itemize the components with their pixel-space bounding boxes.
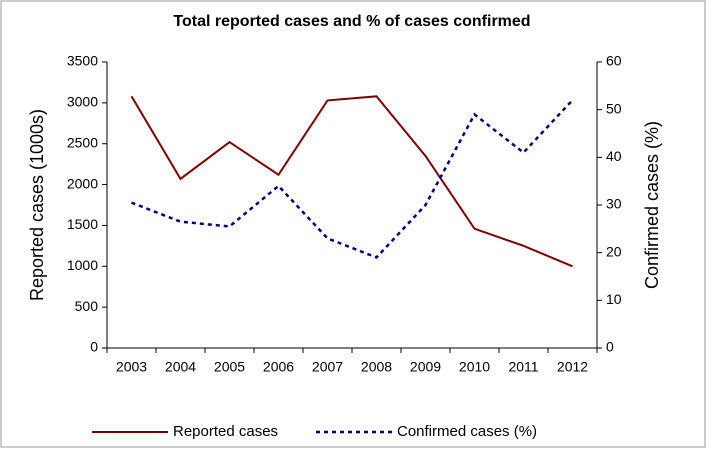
y-tick-label: 2500 (67, 134, 98, 150)
y2-tick-label: 10 (606, 291, 622, 307)
x-tick-label: 2009 (410, 359, 441, 375)
y2-tick-label: 50 (606, 100, 622, 116)
y-tick-label: 1000 (67, 257, 98, 273)
y2-tick-label: 20 (606, 243, 622, 259)
series-line (130, 95, 573, 268)
y2-tick-label: 30 (606, 196, 622, 212)
x-tick-label: 2003 (116, 359, 147, 375)
legend-label: Confirmed cases (%) (397, 423, 537, 440)
y2-axis-label: Confirmed cases (%) (642, 121, 662, 289)
chart-frame (0, 0, 706, 448)
y2-tick-label: 40 (606, 148, 622, 164)
x-tick-label: 2007 (312, 359, 343, 375)
x-tick-label: 2012 (557, 359, 588, 375)
x-tick-label: 2004 (165, 359, 196, 375)
y-tick-label: 3500 (67, 53, 98, 69)
y-tick-label: 0 (90, 339, 98, 355)
y-axis-label: Reported cases (1000s) (27, 109, 47, 301)
x-tick-label: 2005 (214, 359, 245, 375)
y2-tick-label: 0 (606, 339, 614, 355)
legend-label: Reported cases (173, 423, 278, 440)
chart-title: Total reported cases and % of cases conf… (173, 13, 530, 30)
y-tick-label: 2000 (67, 175, 98, 191)
y-tick-label: 3000 (67, 94, 98, 110)
y-tick-label: 1500 (67, 216, 98, 232)
x-tick-label: 2010 (459, 359, 490, 375)
x-tick-label: 2006 (263, 359, 294, 375)
y2-tick-label: 60 (606, 53, 622, 69)
x-tick-label: 2008 (361, 359, 392, 375)
x-tick-label: 2011 (508, 359, 538, 375)
y-tick-label: 500 (75, 298, 99, 314)
